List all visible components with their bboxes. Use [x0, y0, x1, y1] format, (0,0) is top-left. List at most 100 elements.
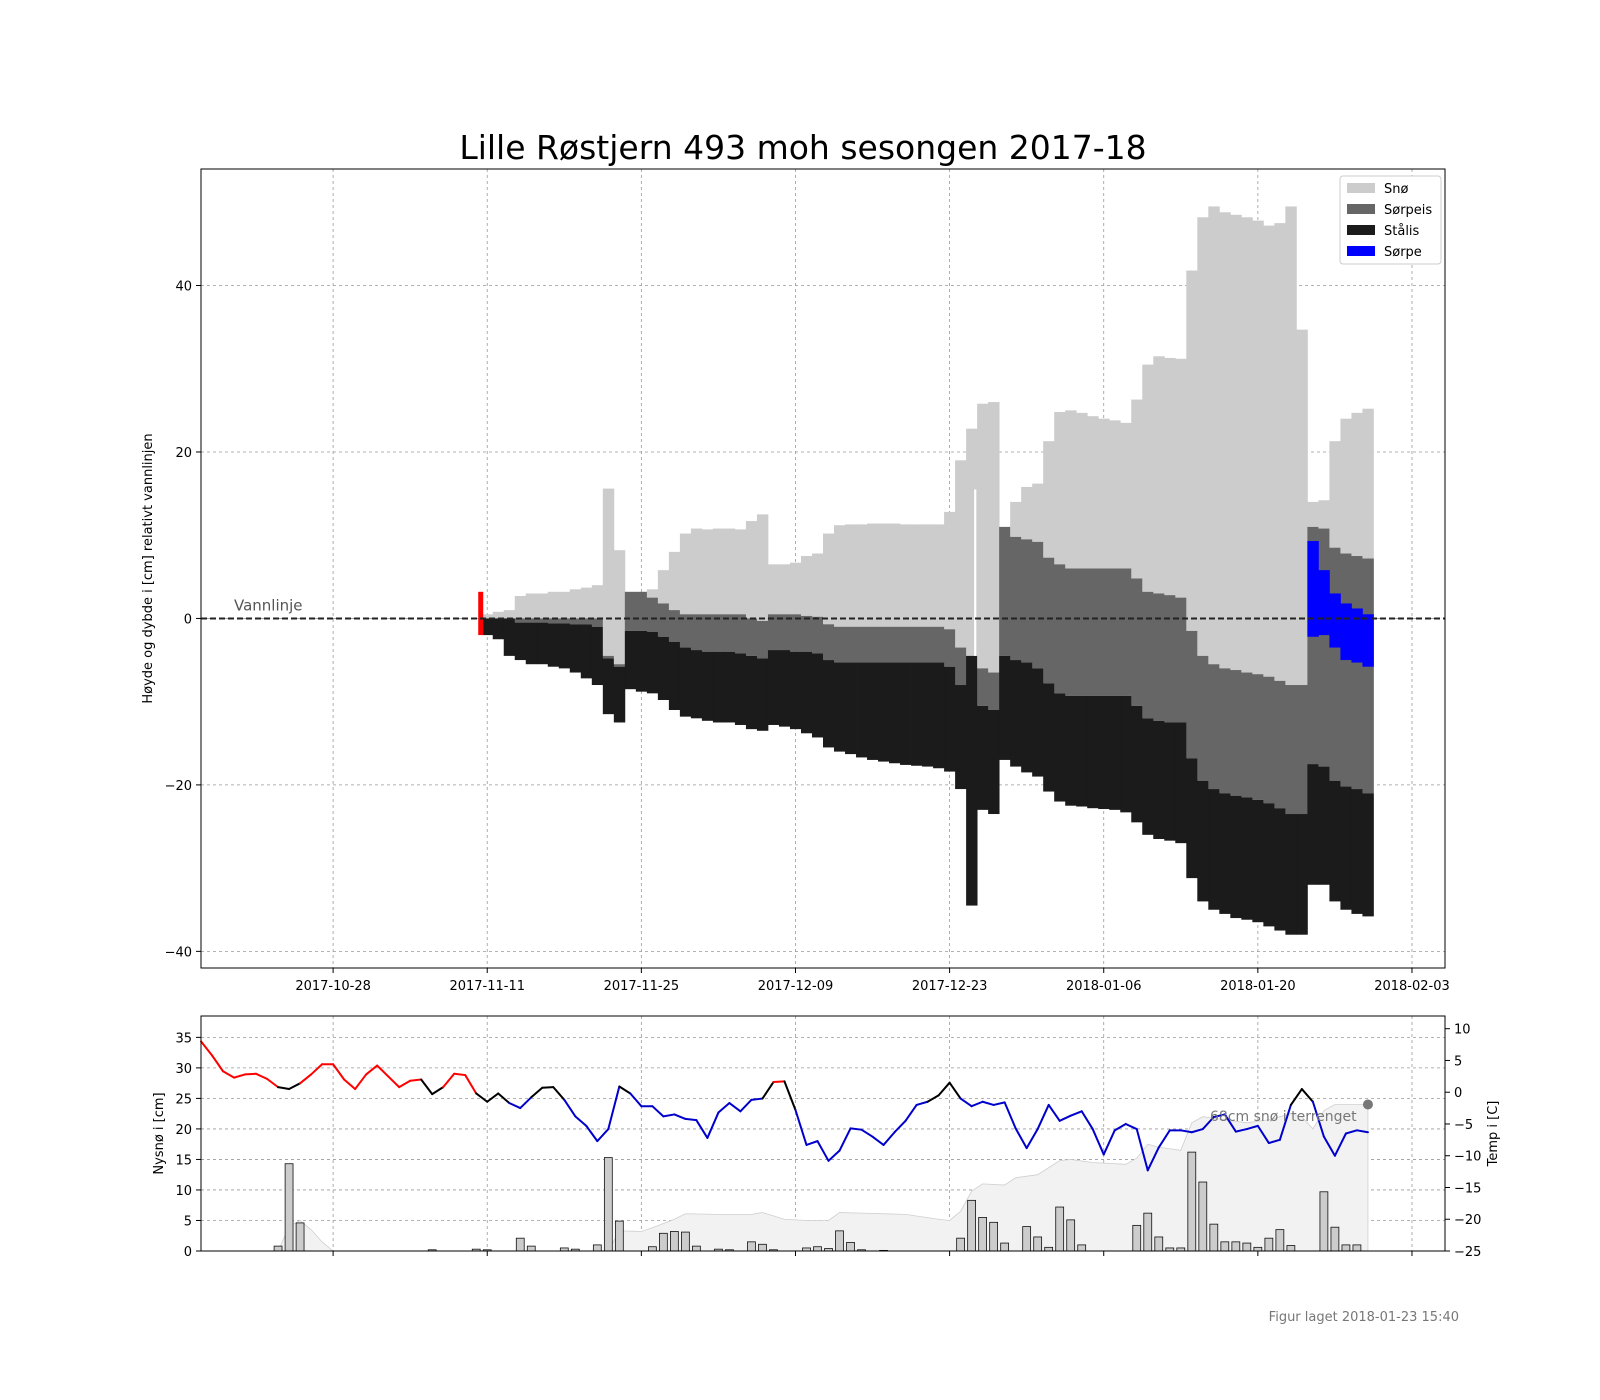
- legend-item-stalis: Stålis: [1347, 224, 1420, 239]
- gap-mark: [974, 489, 977, 656]
- ice-column: [1329, 441, 1341, 902]
- ice-layer: [525, 622, 538, 665]
- y2-tick-label: 10: [1454, 1023, 1471, 1038]
- snow-layer: [580, 587, 593, 619]
- snow-layer: [1021, 486, 1033, 540]
- legend-swatch-stalis: [1347, 225, 1375, 235]
- new-snow-bar: [1352, 1244, 1362, 1252]
- temperature-segment: [838, 1127, 852, 1152]
- ice-column: [789, 562, 802, 730]
- slush-ice-layer: [1274, 680, 1286, 809]
- ice-column: [966, 428, 978, 906]
- ice-column: [668, 551, 681, 710]
- bottom-x-axis: [332, 1251, 1413, 1256]
- ice-column: [1087, 416, 1099, 809]
- snow-layer: [1241, 217, 1253, 673]
- slush-ice-layer: [1087, 568, 1099, 696]
- temperature-segment: [1069, 1110, 1083, 1117]
- ice-layer: [1142, 718, 1154, 835]
- snow-layer: [767, 564, 780, 615]
- temperature-segment: [1278, 1103, 1292, 1141]
- bottom-y-axis-label: Nysnø i [cm]: [152, 1092, 167, 1174]
- new-snow-bar: [515, 1237, 525, 1252]
- snow-layer: [1274, 223, 1286, 681]
- snow-layer: [745, 521, 758, 619]
- temperature-segment: [1245, 1124, 1259, 1131]
- ice-layer: [492, 618, 505, 640]
- snow-depth-marker: [1362, 1099, 1373, 1110]
- ice-layer: [845, 662, 857, 755]
- y2-tick-label: −20: [1454, 1213, 1481, 1228]
- temperature-segment: [827, 1149, 841, 1162]
- slush-ice-layer: [613, 664, 626, 667]
- ice-column: [1021, 486, 1033, 773]
- snow-layer: [878, 523, 890, 627]
- temperature-segment: [244, 1072, 258, 1076]
- ice-extra-marks: [478, 489, 977, 656]
- temperature-segment: [255, 1072, 269, 1080]
- y2-tick-label: 5: [1454, 1054, 1462, 1069]
- snow-layer: [834, 525, 846, 627]
- slush-ice-layer: [547, 618, 560, 624]
- temperature-segment: [409, 1078, 423, 1082]
- y-tick-label: 25: [175, 1092, 192, 1107]
- new-snow-bar: [1143, 1212, 1153, 1252]
- snow-layer: [525, 593, 538, 619]
- temperature-segment: [497, 1092, 511, 1105]
- slush-ice-layer: [580, 618, 593, 625]
- snow-layer: [988, 402, 1000, 673]
- snow-layer: [1131, 399, 1143, 579]
- legend-label-stalis: Stålis: [1384, 224, 1420, 239]
- ice-column: [1340, 418, 1352, 910]
- slush-ice-layer: [1186, 630, 1198, 759]
- waterline-label: Vannlinje: [234, 596, 303, 614]
- legend-swatch-sno: [1347, 183, 1375, 193]
- ice-column: [1164, 357, 1176, 841]
- new-snow-bar: [747, 1241, 756, 1252]
- slush-ice-layer: [767, 614, 780, 651]
- new-snow-bar: [1264, 1237, 1274, 1252]
- slush-ice-layer: [878, 626, 890, 663]
- ice-column: [481, 614, 494, 636]
- y-tick-label: 5: [184, 1214, 192, 1229]
- temperature-line: [200, 1040, 1369, 1172]
- ice-layer: [811, 653, 824, 738]
- snow-layer: [800, 556, 813, 616]
- ice-column: [580, 587, 593, 679]
- temperature-segment: [871, 1135, 885, 1146]
- temperature-segment: [1333, 1132, 1347, 1157]
- snow-layer: [889, 523, 901, 627]
- slush-ice-layer: [1109, 568, 1121, 696]
- ice-layer: [745, 655, 758, 730]
- ice-layer: [1021, 662, 1033, 773]
- slush-ice-layer: [811, 616, 824, 654]
- slush-ice-layer: [1032, 541, 1044, 669]
- temperature-segment: [398, 1079, 412, 1089]
- slush-layer: [1307, 541, 1319, 637]
- ice-column: [1318, 500, 1330, 885]
- temperature-segment: [981, 1100, 995, 1106]
- slush-ice-layer: [668, 610, 681, 642]
- temperature-segment: [1080, 1110, 1094, 1131]
- slush-ice-layer: [1285, 685, 1297, 815]
- new-snow-bar: [681, 1231, 690, 1252]
- temperature-segment: [728, 1102, 742, 1113]
- snow-layer: [679, 533, 692, 615]
- x-tick-label: 2018-01-20: [1220, 979, 1296, 994]
- slush-ice-layer: [558, 618, 571, 624]
- ice-layer: [624, 630, 637, 690]
- y2-tick-label: −10: [1454, 1150, 1481, 1165]
- temperature-segment: [508, 1102, 522, 1110]
- y2-tick-label: 0: [1454, 1086, 1462, 1101]
- temperature-segment: [1135, 1128, 1149, 1172]
- slush-ice-layer: [602, 655, 615, 659]
- ice-column: [933, 524, 945, 769]
- temperature-segment: [1003, 1101, 1017, 1130]
- snow-layer: [591, 585, 604, 619]
- slush-ice-layer: [591, 618, 604, 627]
- temperature-segment: [1102, 1129, 1116, 1156]
- y-tick-label: 20: [175, 446, 192, 461]
- temperature-segment: [574, 1115, 588, 1127]
- ice-layer: [591, 626, 604, 686]
- temperature-segment: [1179, 1129, 1193, 1134]
